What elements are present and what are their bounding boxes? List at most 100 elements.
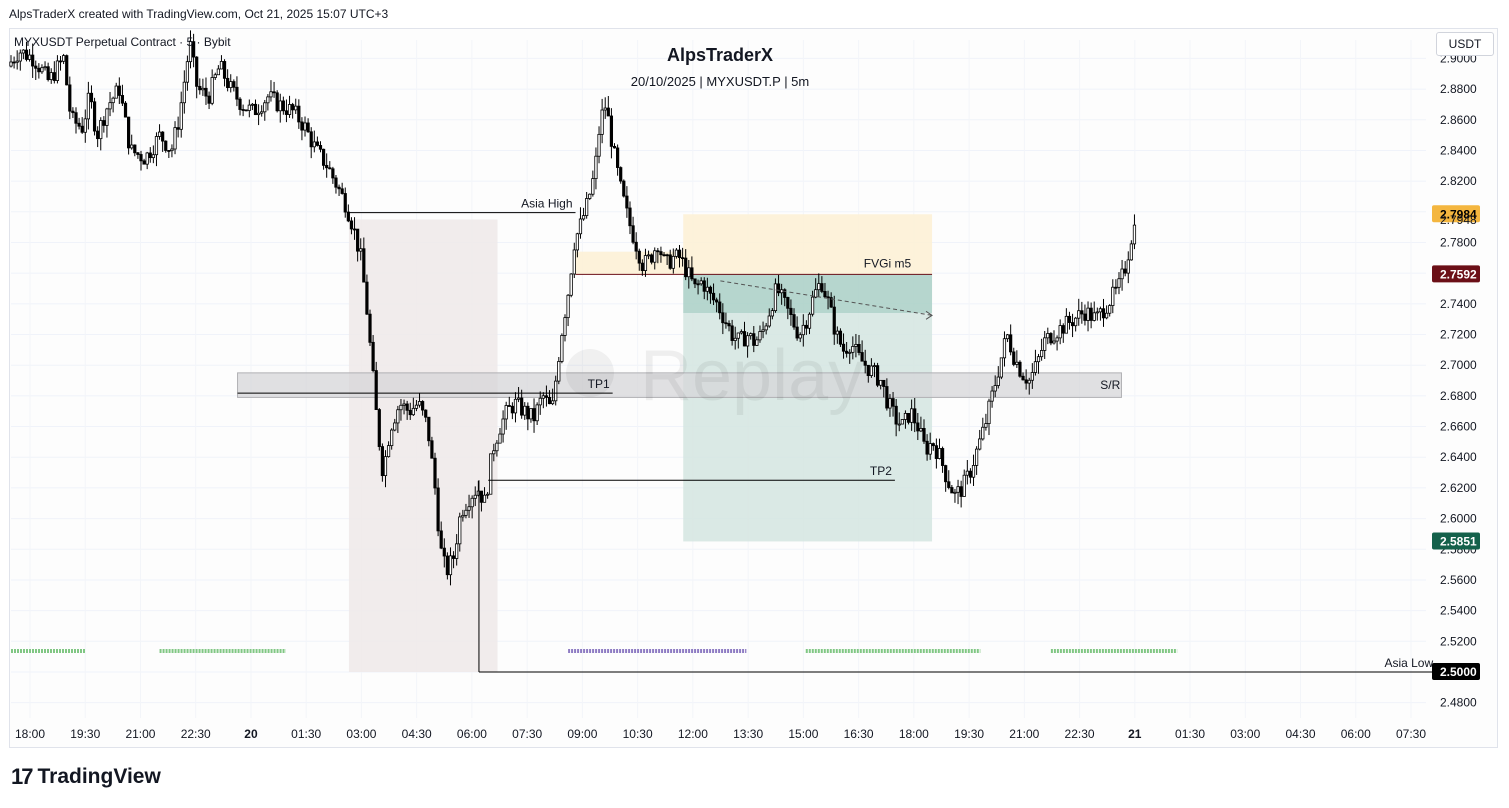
candle-body — [424, 409, 428, 418]
candle-body — [916, 422, 920, 432]
candle-body — [566, 294, 570, 319]
candle-body — [365, 281, 369, 315]
candle-body — [894, 405, 898, 425]
candle-body — [1089, 307, 1093, 321]
candle-body — [758, 331, 762, 341]
candle-body — [547, 397, 552, 405]
candle-body — [96, 130, 100, 140]
y-tick-label: 2.7000 — [1440, 358, 1477, 372]
candle-body — [767, 315, 771, 327]
candle-body — [882, 379, 886, 387]
candle-body — [585, 198, 589, 217]
candle-body — [374, 370, 378, 410]
candle-body — [402, 403, 406, 406]
candle-body — [167, 150, 171, 152]
candle-body — [885, 386, 889, 409]
candle-body — [58, 60, 63, 63]
candle-body — [105, 108, 109, 126]
candle-body — [551, 400, 555, 405]
candle-body — [1033, 361, 1038, 373]
candle-body — [866, 364, 870, 376]
y-tick-label: 2.6400 — [1440, 450, 1477, 464]
candle-body — [241, 109, 245, 111]
currency-button[interactable]: USDT — [1436, 32, 1494, 56]
candle-body — [442, 547, 446, 557]
candle-body — [1111, 286, 1115, 306]
candle-body — [1055, 337, 1059, 342]
candle-body — [690, 267, 694, 280]
candle-body — [300, 121, 304, 131]
candle-body — [987, 400, 991, 424]
chart-title: AlpsTraderX — [666, 45, 774, 65]
candle-body — [52, 72, 56, 81]
candle-body — [411, 407, 415, 416]
candle-body — [108, 102, 112, 110]
y-tick-label: 2.8600 — [1440, 113, 1477, 127]
candle-body — [563, 317, 567, 336]
candle-body — [266, 96, 270, 104]
candle-body — [1070, 322, 1075, 327]
candle-body — [838, 330, 843, 345]
candle-body — [49, 72, 53, 80]
candle-body — [668, 254, 672, 269]
candle-body — [346, 211, 350, 222]
candle-body — [1046, 333, 1050, 339]
candle-body — [937, 448, 942, 459]
candle-body — [393, 422, 397, 431]
candle-body — [1021, 375, 1025, 381]
candle-body — [544, 395, 549, 398]
candle-body — [581, 215, 586, 220]
candle-body — [906, 413, 911, 423]
candle-body — [1058, 325, 1062, 339]
candle-body — [24, 49, 29, 60]
candle-body — [161, 131, 165, 142]
candle-body — [417, 401, 422, 406]
candle-body — [981, 426, 985, 440]
candle-body — [136, 152, 140, 155]
candle-body — [331, 168, 335, 179]
candle-body — [117, 85, 121, 96]
candle-body — [179, 102, 183, 130]
candle-body — [925, 440, 929, 455]
x-tick-label: 13:30 — [733, 727, 763, 741]
candle-body — [253, 103, 258, 116]
candle-body — [43, 66, 47, 69]
candle-body — [730, 325, 734, 341]
candle-body — [996, 376, 1000, 386]
x-tick-label: 09:00 — [567, 727, 597, 741]
chart-subtitle: 20/10/2025 | MYXUSDT.P | 5m — [630, 74, 810, 89]
candle-body — [210, 77, 214, 104]
candle-body — [334, 177, 338, 188]
candle-body — [1120, 268, 1124, 280]
tradingview-brand[interactable]: 17 TradingView — [11, 764, 161, 790]
x-tick-label: 07:30 — [512, 727, 542, 741]
candle-body — [529, 408, 533, 420]
candle-body — [696, 283, 700, 286]
level-label: TP1 — [588, 377, 610, 391]
candle-body — [399, 404, 403, 411]
candle-body — [594, 155, 598, 180]
candle-body — [752, 333, 756, 346]
candle-body — [733, 337, 737, 341]
candle-body — [823, 291, 827, 298]
candle-body — [1117, 278, 1121, 288]
candle-body — [486, 493, 490, 496]
tradingview-logo-icon: 17 — [11, 764, 34, 789]
candle-body — [634, 241, 638, 252]
price-label: 2.7592 — [1440, 267, 1477, 281]
candle-body — [659, 251, 663, 256]
candle-body — [340, 188, 344, 194]
candle-body — [693, 278, 697, 285]
candle-body — [631, 225, 635, 243]
candle-body — [263, 102, 267, 113]
candle-body — [306, 122, 310, 133]
candle-body — [501, 418, 505, 435]
candle-body — [810, 296, 815, 315]
candle-body — [891, 398, 895, 407]
symbol-legend[interactable]: MYXUSDT Perpetual Contract · 5 · Bybit — [14, 35, 231, 49]
x-tick-label: 20 — [244, 727, 258, 741]
candle-body — [148, 152, 152, 159]
candle-body — [755, 339, 759, 346]
candle-body — [359, 248, 363, 252]
